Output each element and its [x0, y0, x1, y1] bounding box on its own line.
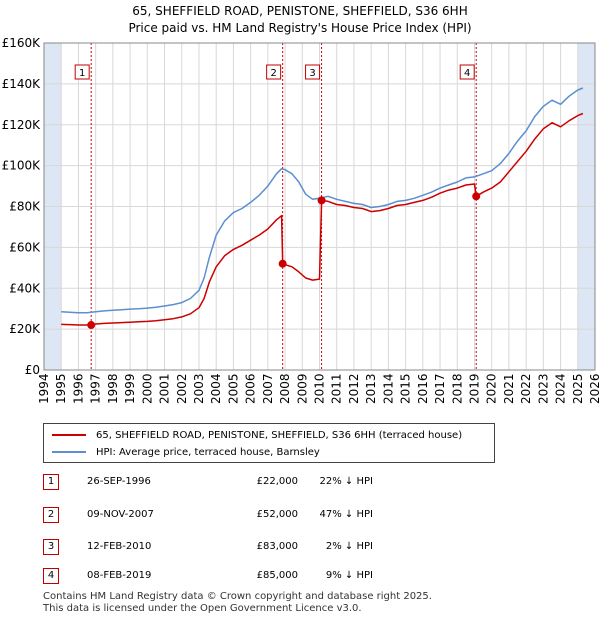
transaction-price: £52,000 [256, 509, 298, 520]
x-tick-label: 2022 [519, 373, 533, 404]
x-tick-label: 2026 [588, 373, 600, 404]
x-tick-label: 2008 [278, 373, 292, 404]
x-tick-label: 2001 [158, 373, 172, 404]
x-tick-label: 2021 [502, 373, 516, 404]
footer-licence: This data is licensed under the Open Gov… [43, 603, 362, 614]
x-tick-label: 1999 [123, 373, 137, 404]
x-tick-label: 2002 [175, 373, 189, 404]
y-tick-label: £120K [2, 118, 42, 132]
y-tick-label: £60K [9, 240, 41, 254]
x-tick-label: 1994 [37, 373, 51, 404]
transaction-number-badge: 3 [43, 539, 59, 555]
series-lines [61, 87, 584, 326]
transaction-date: 08-FEB-2019 [87, 570, 152, 581]
x-tick-label: 2011 [330, 373, 344, 404]
x-tick-label: 2012 [347, 373, 361, 404]
x-tick-label: 2015 [399, 373, 413, 404]
x-tick-label: 2003 [192, 373, 206, 404]
transaction-markers: 1 2 3 4 [74, 64, 481, 330]
x-tick-label: 2019 [467, 373, 481, 404]
gridlines [43, 42, 596, 371]
x-tick-label: 2023 [536, 373, 550, 404]
y-tick-label: £80K [9, 200, 41, 214]
transaction-price: £83,000 [256, 541, 298, 552]
marker-label: 2 [270, 68, 276, 79]
marker-label-box [74, 64, 90, 80]
y-tick-labels: £0 £20K £40K £60K £80K £100K £120K £140K £160K [2, 36, 42, 377]
transaction-number-badge: 4 [43, 568, 59, 584]
x-tick-label: 2017 [433, 373, 447, 404]
y-tick-label: £40K [9, 281, 41, 295]
transaction-hpi-diff: 47% ↓ HPI [319, 509, 373, 520]
footer-copyright: Contains HM Land Registry data © Crown c… [43, 591, 432, 602]
transaction-hpi-diff: 2% ↓ HPI [325, 541, 373, 552]
x-tick-label: 2025 [571, 373, 585, 404]
legend-label-hpi: HPI: Average price, terraced house, Barn… [96, 446, 320, 458]
legend: 65, SHEFFIELD ROAD, PENISTONE, SHEFFIELD… [43, 423, 495, 463]
x-tick-label: 2009 [295, 373, 309, 404]
property-series-line [61, 112, 584, 326]
marker-label-box [459, 64, 475, 80]
x-tick-label: 2006 [244, 373, 258, 404]
x-tick-label: 2013 [364, 373, 378, 404]
x-tick-label: 1996 [71, 373, 85, 404]
marker-label-box [305, 64, 321, 80]
transaction-number-badge: 1 [43, 474, 59, 490]
axes [43, 42, 596, 371]
legend-item-property: 65, SHEFFIELD ROAD, PENISTONE, SHEFFIELD… [52, 427, 462, 443]
x-tick-label: 2010 [313, 373, 327, 404]
transaction-vertical-lines [90, 43, 477, 370]
hpi-series-line [61, 87, 584, 314]
x-tick-label: 2000 [140, 373, 154, 404]
chart-title-line2: Price paid vs. HM Land Registry's House … [128, 21, 472, 35]
x-tick-label: 2004 [209, 373, 223, 404]
legend-label-property: 65, SHEFFIELD ROAD, PENISTONE, SHEFFIELD… [96, 429, 463, 441]
x-tick-label: 1998 [106, 373, 120, 404]
sale-point [278, 259, 287, 268]
transaction-date: 09-NOV-2007 [87, 509, 154, 520]
transaction-price: £85,000 [256, 570, 298, 581]
transaction-price: £22,000 [256, 476, 298, 487]
y-tick-label: £160K [2, 36, 42, 50]
x-tick-label: 2016 [416, 373, 430, 404]
transaction-hpi-diff: 9% ↓ HPI [325, 570, 373, 581]
transaction-number-badge: 2 [43, 507, 59, 523]
legend-item-hpi: HPI: Average price, terraced house, Barn… [52, 444, 320, 460]
x-tick-label: 2014 [381, 373, 395, 404]
transaction-date: 12-FEB-2010 [87, 541, 152, 552]
transaction-hpi-diff: 22% ↓ HPI [319, 476, 373, 487]
legend-swatch-hpi [52, 451, 86, 453]
sale-point [472, 192, 481, 201]
x-tick-label: 1997 [89, 373, 103, 404]
x-tick-label: 2024 [554, 373, 568, 404]
marker-label: 1 [79, 68, 85, 79]
x-tick-label: 1995 [54, 373, 68, 404]
y-tick-label: £20K [9, 322, 41, 336]
y-tick-label: £100K [2, 159, 42, 173]
x-tick-label: 2018 [450, 373, 464, 404]
x-tick-label: 2020 [485, 373, 499, 404]
transaction-date: 26-SEP-1996 [87, 476, 151, 487]
marker-label: 4 [464, 68, 470, 79]
price-chart: 1 2 3 4 £0 £20K £40K £60K £80K £100K £120K £140K £1… [2, 36, 600, 404]
y-tick-label: £0 [25, 363, 40, 377]
marker-label-box [266, 64, 282, 80]
sale-point [317, 196, 326, 205]
legend-swatch-property [52, 434, 86, 436]
x-tick-label: 2005 [226, 373, 240, 404]
y-tick-label: £140K [2, 77, 42, 91]
sale-point [87, 321, 96, 330]
chart-title-line1: 65, SHEFFIELD ROAD, PENISTONE, SHEFFIELD… [132, 4, 468, 18]
x-tick-label: 2007 [261, 373, 275, 404]
x-tick-labels: 1994 1995 1996 1997 1998 1999 2000 2001 2002 2003… [37, 373, 600, 404]
marker-label: 3 [309, 68, 315, 79]
plot-frame [43, 42, 596, 371]
